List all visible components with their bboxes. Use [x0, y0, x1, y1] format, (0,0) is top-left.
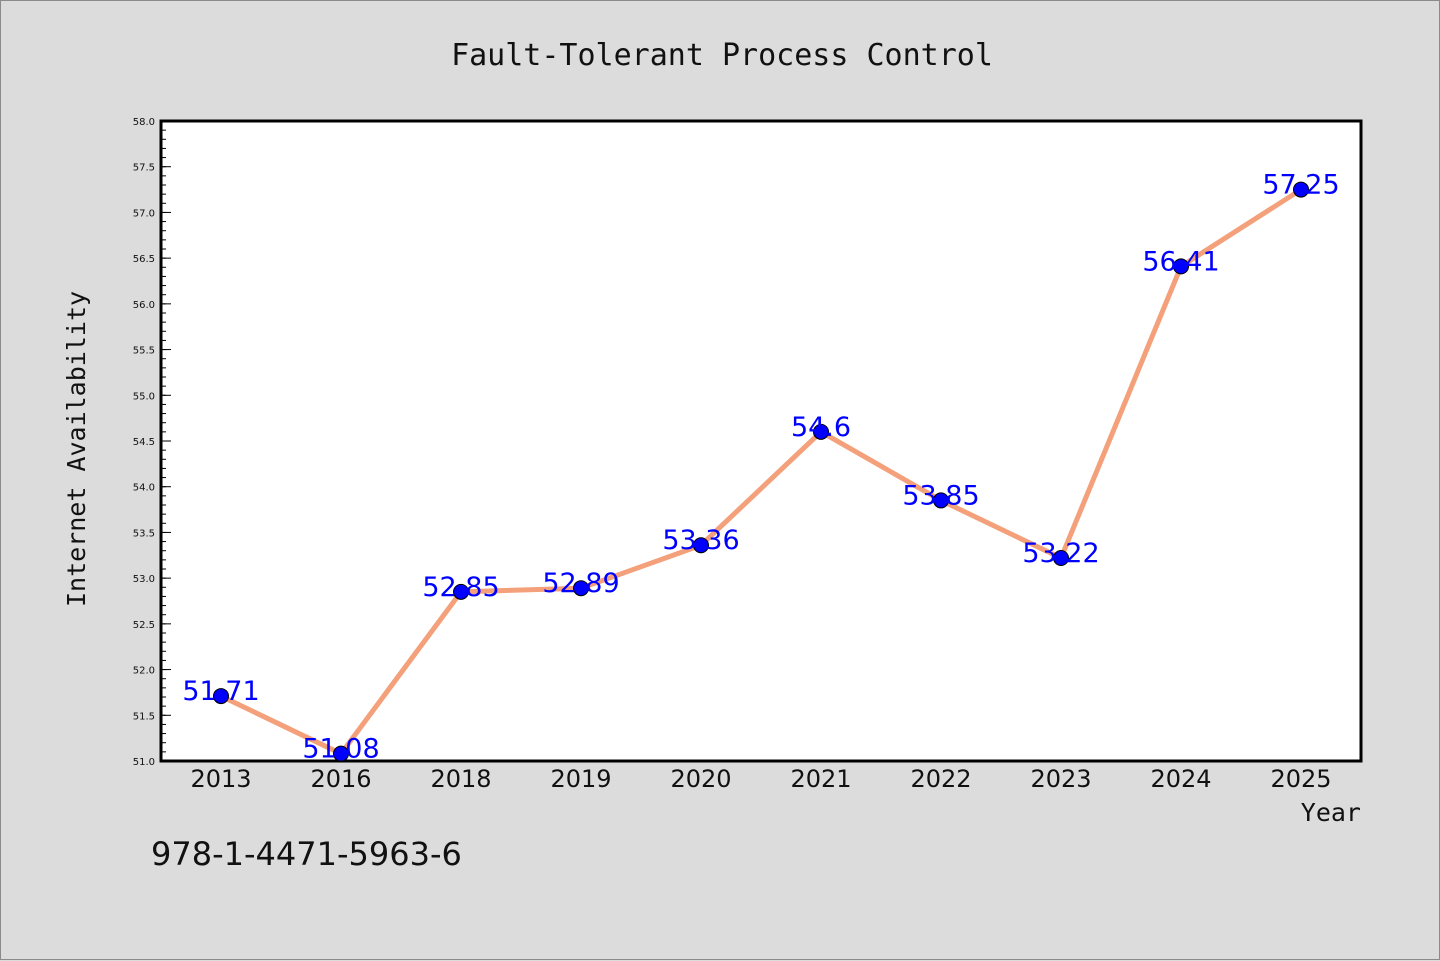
- x-axis: 2013 2016 2018 2019 2020 2021 2022 2023 2024 2025: [190, 765, 1331, 793]
- data-point: [213, 688, 229, 705]
- data-point: [813, 423, 829, 440]
- x-tick-label: 2013: [190, 765, 251, 793]
- y-tick-label: 51.0: [133, 757, 155, 768]
- data-label: 53.85: [902, 480, 979, 511]
- chart-title: Fault-Tolerant Process Control: [451, 38, 993, 73]
- data-label: 54.6: [791, 412, 851, 443]
- data-point: [573, 580, 589, 597]
- data-point: [933, 492, 949, 509]
- data-label: 57.25: [1262, 170, 1339, 201]
- y-axis: 51.0 51.5 52.0 52.5 53.0 53.5 54.0 54.5 55.0 55.5…: [133, 117, 171, 768]
- y-tick-label: 56.5: [133, 254, 155, 265]
- y-tick-label: 54.5: [133, 437, 155, 448]
- data-label: 51.71: [182, 676, 259, 707]
- y-axis-title: Internet Availability: [62, 291, 91, 607]
- data-point: [453, 583, 469, 600]
- x-tick-label: 2022: [910, 765, 971, 793]
- footer-code: 978-1-4471-5963-6: [151, 835, 462, 873]
- y-tick-label: 52.0: [133, 666, 155, 677]
- x-tick-label: 2019: [550, 765, 611, 793]
- x-tick-label: 2023: [1030, 765, 1091, 793]
- plot-area: [159, 119, 1363, 763]
- data-label: 53.36: [662, 525, 739, 556]
- data-point: [1293, 181, 1309, 198]
- y-tick-label: 54.0: [133, 483, 155, 494]
- y-tick-label: 52.5: [133, 620, 155, 631]
- data-point: [333, 745, 349, 762]
- x-tick-label: 2024: [1150, 765, 1211, 793]
- data-label: 56.41: [1142, 246, 1219, 277]
- series-1: 51.71 51.08 52.85 52.89 53.36 54.6 53.85 53.22 5…: [182, 170, 1339, 765]
- series-line: [218, 187, 1304, 757]
- data-label: 51.08: [302, 734, 379, 765]
- y-tick-label: 56.0: [133, 300, 155, 311]
- data-point: [693, 537, 709, 554]
- y-tick-label: 51.5: [133, 711, 155, 722]
- x-tick-label: 2018: [430, 765, 491, 793]
- data-label: 52.89: [542, 568, 619, 599]
- x-tick-label: 2021: [790, 765, 851, 793]
- y-tick-label: 57.0: [133, 208, 155, 219]
- data-point: [1173, 258, 1189, 275]
- y-tick-label: 55.5: [133, 346, 155, 357]
- y-tick-label: 53.0: [133, 574, 155, 585]
- x-tick-label: 2025: [1270, 765, 1331, 793]
- data-label: 53.22: [1022, 538, 1099, 569]
- y-tick-label: 55.0: [133, 391, 155, 402]
- x-tick-label: 2016: [310, 765, 371, 793]
- x-axis-title: Year: [1301, 798, 1361, 827]
- y-tick-label: 58.0: [133, 117, 155, 128]
- y-tick-label: 53.5: [133, 528, 155, 539]
- y-tick-label: 57.5: [133, 163, 155, 174]
- data-label: 52.85: [422, 572, 499, 603]
- x-tick-label: 2020: [670, 765, 731, 793]
- data-point: [1053, 550, 1069, 567]
